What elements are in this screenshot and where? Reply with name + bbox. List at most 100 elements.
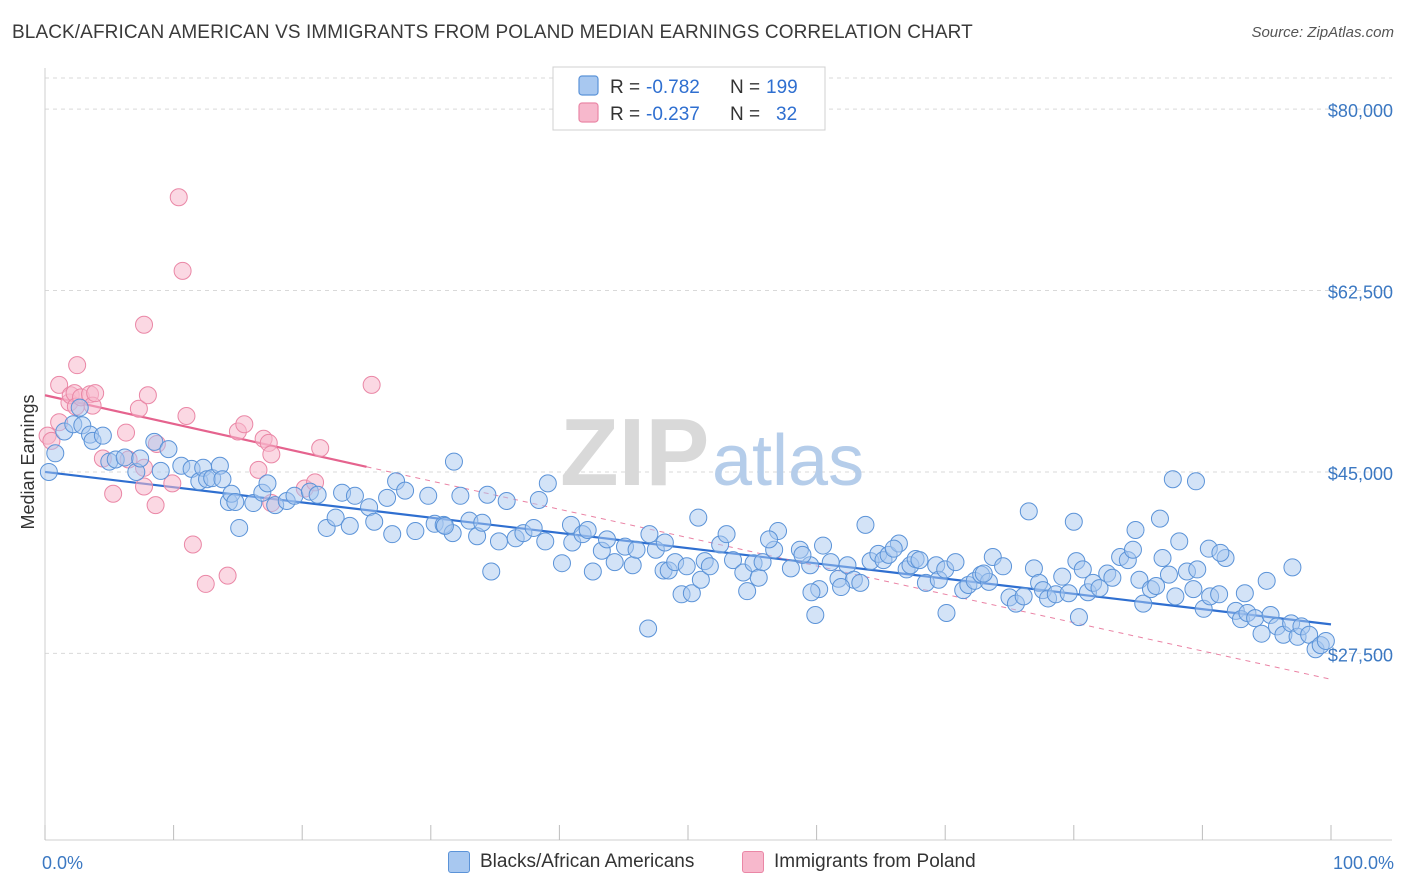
data-point-blacks [623,556,642,575]
legend-r-label: R = [610,104,640,125]
data-point-blacks [552,554,571,573]
data-point-blacks [937,603,956,622]
data-point-blacks [1123,540,1142,559]
data-point-blacks [1235,584,1254,603]
data-point-poland [173,261,192,280]
data-point-blacks [1019,502,1038,521]
data-point-blacks [308,485,327,504]
data-point-blacks [1166,587,1185,606]
watermark-atlas: atlas [712,421,864,501]
data-point-blacks [1150,509,1169,528]
legend-item-poland: Immigrants from Poland [742,851,976,873]
data-point-blacks [396,481,415,500]
data-point-blacks [213,470,232,489]
data-point-blacks [1316,631,1335,650]
data-point-blacks [258,474,277,493]
data-point-blacks [760,530,779,549]
data-point-blacks [832,578,851,597]
data-point-blacks [677,557,696,576]
data-point-blacks [724,551,743,570]
data-point-blacks [821,553,840,572]
legend-r-value: -0.237 [646,104,700,125]
data-point-blacks [538,474,557,493]
data-point-blacks [1103,568,1122,587]
data-point-poland [50,375,69,394]
data-point-poland [177,406,196,425]
data-point-blacks [451,486,470,505]
data-point-blacks [691,570,710,589]
data-point-blacks [749,568,768,587]
data-point-blacks [974,564,993,583]
data-point-poland [311,439,330,458]
data-point-poland [235,415,254,434]
legend-label-blacks: Blacks/African Americans [480,851,695,872]
data-point-blacks [1257,571,1276,590]
y-tick-label: $80,000 [1328,101,1393,121]
data-point-blacks [781,559,800,578]
y-tick-labels: $27,500 $45,000 $62,500 $80,000 [1328,101,1393,665]
data-point-blacks [640,525,659,544]
data-point-blacks [444,452,463,471]
data-point-blacks [1126,521,1145,540]
data-point-poland [169,188,188,207]
data-point-poland [86,384,105,403]
legend-item-blacks: Blacks/African Americans [448,851,694,873]
data-point-poland [146,496,165,515]
data-point-blacks [46,444,65,463]
series-poland-points [38,188,381,593]
data-point-blacks [473,513,492,532]
data-point-blacks [946,553,965,572]
legend-r-value: -0.782 [646,77,700,98]
data-point-blacks [383,525,402,544]
data-point-blacks [159,440,178,459]
data-point-blacks [717,525,736,544]
data-point-blacks [536,532,555,551]
data-point-blacks [285,486,304,505]
data-point-blacks [856,515,875,534]
legend-swatch-pink [742,851,764,873]
data-point-blacks [93,426,112,445]
data-point-blacks [753,553,772,572]
data-point-blacks [884,539,903,558]
data-point-blacks [700,557,719,576]
data-point-blacks [524,518,543,537]
y-axis-label: Median Earnings [18,394,38,529]
watermark-zip: ZIP [560,399,709,506]
data-point-poland [262,445,281,464]
data-point-blacks [70,398,89,417]
data-point-poland [68,356,87,375]
data-point-blacks [1069,608,1088,627]
data-point-blacks [115,448,134,467]
data-point-blacks [131,449,150,468]
series-black-points [39,398,1335,659]
data-point-blacks [489,532,508,551]
legend-swatch-blue [578,75,599,96]
legend-n-value: 32 [776,104,797,125]
legend-swatch-pink [578,102,599,123]
legend-n-label: N = [730,104,760,125]
data-point-blacks [145,432,164,451]
data-point-blacks [597,530,616,549]
axes [44,68,1392,841]
data-point-blacks [1159,565,1178,584]
data-point-poland [362,375,381,394]
data-point-blacks [226,493,245,512]
data-point-blacks [1283,558,1302,577]
data-point-poland [163,474,182,493]
data-point-blacks [1186,472,1205,491]
data-point-blacks [1134,594,1153,613]
data-point-blacks [627,540,646,559]
data-point-blacks [994,557,1013,576]
data-point-blacks [806,606,825,625]
data-point-blacks [802,583,821,602]
data-point-blacks [345,486,364,505]
data-point-poland [135,477,154,496]
x-tick-label-max: 100.0% [1332,853,1394,873]
data-point-blacks [1090,579,1109,598]
y-tick-label: $45,000 [1328,464,1393,484]
legend-n-value: 199 [766,77,798,98]
data-point-poland [135,315,154,334]
data-point-blacks [605,553,624,572]
legend-top: R = -0.782 N = 199 R = -0.237 N = 32 [552,66,826,131]
